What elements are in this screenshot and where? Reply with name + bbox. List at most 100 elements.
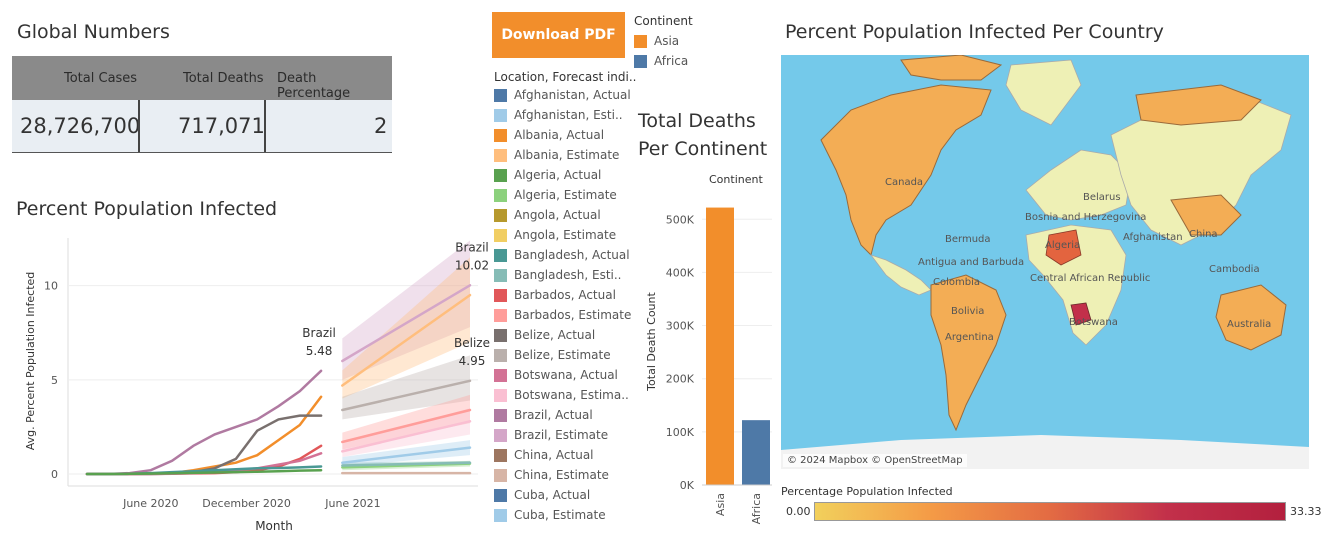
y-tick-label: 5 — [51, 374, 58, 387]
infection-line-chart[interactable]: 0 5 10 June 2020 December 2020 June 2021 Month… — [0, 228, 492, 548]
series-line — [85, 468, 323, 476]
legend-label: Algeria, Estimate — [514, 188, 617, 202]
map-legend-max: 33.33 — [1290, 505, 1322, 518]
x-axis-label: Month — [255, 519, 293, 533]
deaths-bar-chart[interactable]: 0K 100K 200K 300K 400K 500K Total Death Count A… — [636, 190, 782, 530]
download-pdf-button[interactable]: Download PDF — [492, 12, 625, 58]
annotation-value: 10.02 — [455, 258, 489, 272]
legend-swatch — [494, 489, 507, 502]
y-tick-label: 0 — [51, 468, 58, 481]
x-tick-label: June 2020 — [122, 497, 178, 510]
line-chart-title: Percent Population Infected — [16, 198, 278, 220]
series-line — [85, 369, 323, 476]
x-tick-label: December 2020 — [202, 497, 291, 510]
bar-africa — [742, 420, 770, 485]
table-header: Total Cases Total Deaths Death Percentag… — [12, 56, 392, 101]
global-numbers-title: Global Numbers — [17, 21, 170, 43]
series-line — [341, 293, 472, 387]
legend-label: Barbados, Estimate — [514, 308, 632, 322]
legend-swatch — [494, 469, 507, 482]
series-line — [341, 461, 472, 467]
asia-swatch — [634, 35, 647, 48]
map-label-botswana: Botswana — [1069, 317, 1118, 328]
legend-label: Asia — [654, 34, 680, 48]
legend-label: Botswana, Actual — [514, 368, 618, 382]
map-legend-min: 0.00 — [786, 505, 811, 518]
legend-label: Albania, Actual — [514, 128, 605, 142]
legend-label: Brazil, Estimate — [514, 428, 609, 442]
map-label-bolivia: Bolivia — [951, 306, 985, 317]
y-tick-label: 100K — [666, 426, 695, 439]
legend-swatch — [494, 449, 507, 462]
legend-swatch — [494, 229, 507, 242]
y-axis-label: Avg. Percent Population Infected — [24, 272, 37, 451]
series-line — [341, 420, 472, 453]
bar-chart-title: Total Deaths Per Continent — [638, 110, 768, 160]
map-label-canada: Canada — [885, 177, 924, 188]
location-legend-title: Location, Forecast indi.. — [494, 70, 637, 84]
map-legend-title: Percentage Population Infected — [781, 485, 953, 498]
legend-swatch — [494, 89, 507, 102]
legend-label: Botswana, Estima.. — [514, 388, 629, 402]
death-percentage-value: 2 — [374, 114, 388, 138]
series-line — [85, 414, 323, 476]
legend-label: Angola, Estimate — [514, 228, 617, 242]
y-tick-label: 200K — [666, 373, 695, 386]
series-line — [341, 284, 472, 363]
legend-label: Angola, Actual — [514, 208, 601, 222]
legend-swatch — [494, 429, 507, 442]
legend-label: Belize, Actual — [514, 328, 596, 342]
map-label-antigua: Antigua and Barbuda — [918, 257, 1025, 268]
legend-swatch — [494, 309, 507, 322]
map-label-bermuda: Bermuda — [945, 234, 991, 245]
legend-label: China, Actual — [514, 448, 594, 462]
map-label-bosnia: Bosnia and Herzegovina — [1025, 212, 1147, 223]
map-label-belarus: Belarus — [1083, 192, 1121, 203]
series-line — [341, 446, 472, 464]
map-label-china: China — [1189, 229, 1218, 240]
y-axis-label: Total Death Count — [645, 292, 658, 392]
legend-label: China, Estimate — [514, 468, 609, 482]
legend-swatch — [494, 289, 507, 302]
legend-swatch — [494, 389, 507, 402]
legend-label: Brazil, Actual — [514, 408, 593, 422]
bar-chart-header: Continent — [709, 173, 763, 186]
legend-swatch — [494, 209, 507, 222]
forecast-band — [342, 394, 470, 450]
africa-swatch — [634, 55, 647, 68]
legend-swatch — [494, 129, 507, 142]
legend-label: Afghanistan, Actual — [514, 88, 631, 102]
legend-swatch — [494, 169, 507, 182]
total-deaths-header: Total Deaths — [183, 71, 264, 86]
y-tick-label: 500K — [666, 213, 695, 226]
death-percentage-header: Death Percentage — [277, 71, 351, 101]
column-divider — [138, 100, 140, 152]
category-label: Asia — [714, 493, 727, 516]
legend-swatch — [494, 329, 507, 342]
map-title: Percent Population Infected Per Country — [785, 21, 1164, 43]
series-line — [341, 408, 472, 444]
map-label-afghanistan: Afghanistan — [1123, 232, 1183, 243]
annotation-value: 5.48 — [306, 344, 333, 358]
map-label-car: Central African Republic — [1030, 273, 1151, 284]
legend-swatch — [494, 369, 507, 382]
legend-label: Barbados, Actual — [514, 288, 616, 302]
map-attribution[interactable]: © 2024 Mapbox © OpenStreetMap — [783, 454, 967, 467]
map-color-gradient — [814, 502, 1286, 521]
x-tick-label: June 2021 — [324, 497, 380, 510]
legend-label: Africa — [654, 54, 689, 68]
legend-label: Afghanistan, Esti.. — [514, 108, 623, 122]
y-tick-label: 400K — [666, 266, 695, 279]
legend-swatch — [494, 249, 507, 262]
continent-legend-title: Continent — [634, 14, 693, 28]
map-label-algeria: Algeria — [1045, 240, 1081, 251]
total-cases-header: Total Cases — [64, 71, 138, 86]
legend-label: Bangladesh, Esti.. — [514, 268, 622, 282]
legend-swatch — [494, 109, 507, 122]
forecast-band — [342, 240, 470, 380]
legend-swatch — [494, 269, 507, 282]
legend-swatch — [494, 189, 507, 202]
bar-asia — [706, 207, 734, 486]
world-map[interactable]: Canada Belarus Bosnia and Herzegovina Be… — [781, 55, 1309, 469]
y-tick-label: 300K — [666, 320, 695, 333]
